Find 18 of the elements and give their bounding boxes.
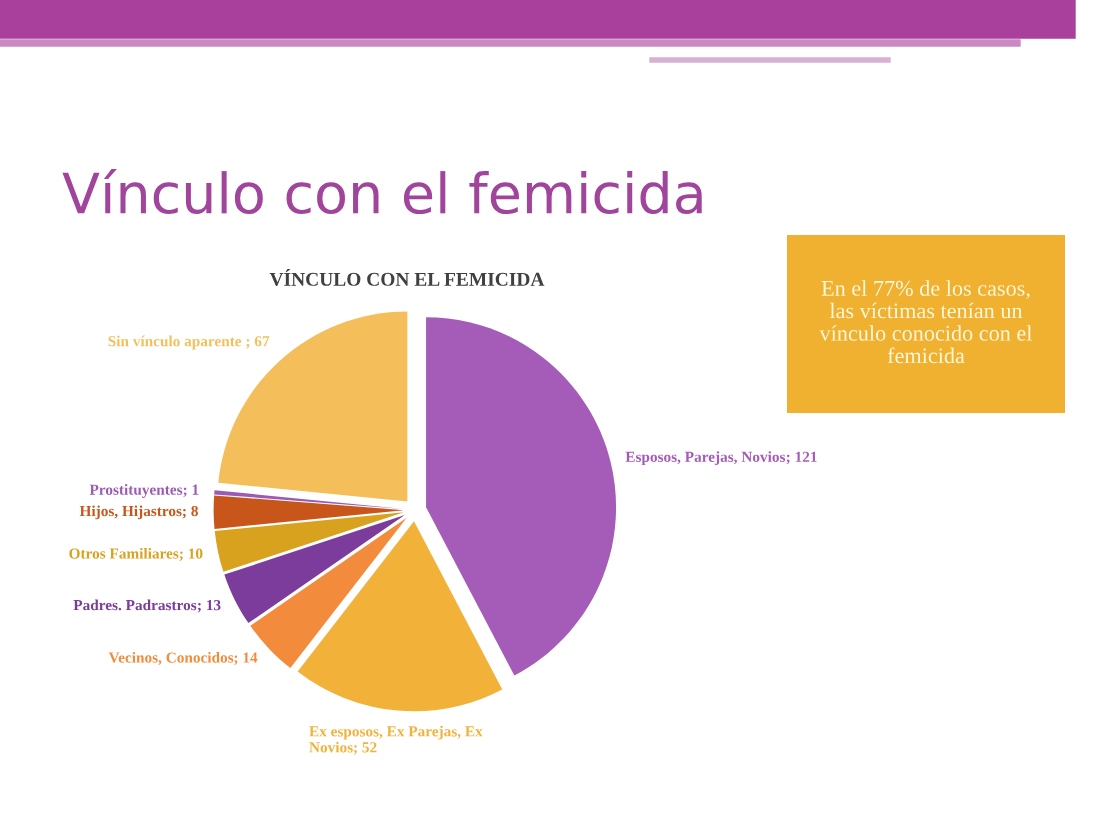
slice-label: Hijos, Hijastros (79, 505, 182, 520)
data-label: ; 13 (197, 599, 221, 613)
slice-label: Otros Familiares (69, 547, 179, 559)
data-label: ; 14 (234, 652, 258, 665)
data-label: ; 8 (182, 505, 198, 519)
data-label: ; 52 (353, 742, 377, 755)
data-label: ; 67 (246, 336, 270, 349)
slice-label: Padres. Padrastros (73, 599, 197, 611)
data-label: ; 10 (179, 548, 203, 561)
slice-label: Sin vínculo aparente (108, 335, 242, 350)
slice-label: Esposos, Parejas, Novios (625, 451, 786, 466)
chart-title: Vínculo con el femicida (62, 168, 702, 215)
chart-subtitle: VÍNCULO CON EL FEMICIDA (269, 269, 545, 286)
data-label: ; 1 (183, 484, 199, 498)
slice-label: Vecinos, Conocidos (108, 651, 234, 665)
text: En el 77% de los casos, las víctimas tenían un vínculo conocido con el femicida (819, 280, 1032, 364)
data-label: ; 121 (786, 451, 817, 465)
slice-label: Prostituyentes (89, 484, 183, 498)
